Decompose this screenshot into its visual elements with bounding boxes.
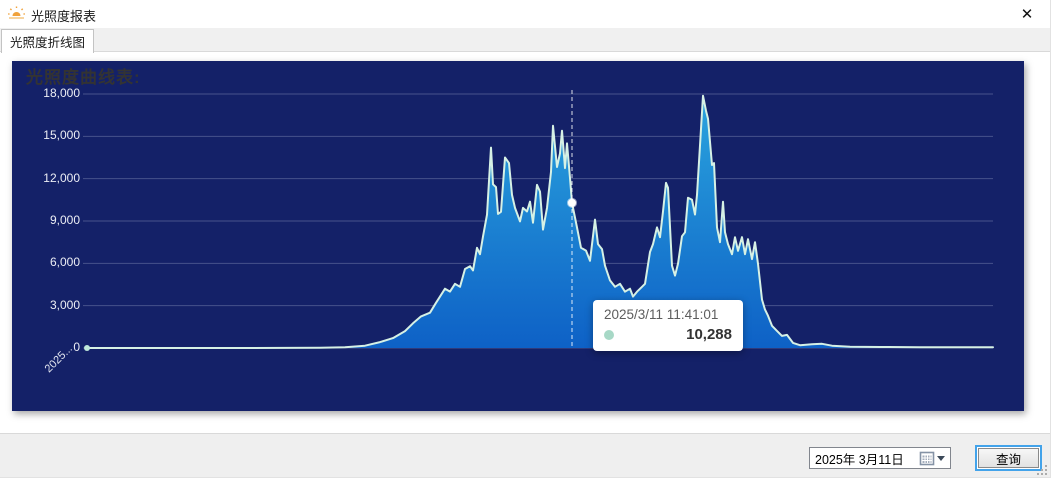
y-axis-tick: 18,000 <box>43 86 80 100</box>
chart-tooltip: 2025/3/11 11:41:01 10,288 <box>593 300 743 351</box>
content-area: 光照度曲线表: 0 3,000 6,000 9,000 12,000 15,000 18,0… <box>0 52 1050 433</box>
title-bar: 光照度报表 ✕ <box>0 0 1050 28</box>
window-title: 光照度报表 <box>31 9 97 24</box>
date-picker[interactable]: 2025年 3月11日 <box>809 447 951 469</box>
query-button[interactable]: 查询 <box>975 445 1042 471</box>
y-axis-tick: 15,000 <box>43 128 80 143</box>
footer-bar: 2025年 3月11日 查询 <box>0 433 1050 477</box>
tab-line-chart[interactable]: 光照度折线图 <box>1 29 95 53</box>
tab-strip: 光照度折线图 <box>0 28 1050 53</box>
chart-panel: 光照度曲线表: 0 3,000 6,000 9,000 12,000 15,000 18,0… <box>12 61 1024 411</box>
tooltip-series-dot <box>604 329 614 340</box>
illuminance-area-chart[interactable] <box>12 61 1024 411</box>
y-axis-tick: 3,000 <box>49 297 80 312</box>
sunrise-icon <box>8 6 25 19</box>
close-icon[interactable]: ✕ <box>1020 6 1034 23</box>
y-axis-tick: 0 <box>73 340 80 354</box>
y-axis-tick: 12,000 <box>43 170 80 185</box>
y-axis-tick: 6,000 <box>49 255 80 270</box>
date-picker-value: 2025年 3月11日 <box>815 452 904 467</box>
dropdown-arrow-icon[interactable] <box>937 455 945 461</box>
calendar-icon <box>919 451 935 465</box>
query-button-label: 查询 <box>978 448 1039 468</box>
resize-grip-icon[interactable] <box>1036 464 1048 476</box>
y-axis-tick: 9,000 <box>49 213 80 227</box>
chart-title: 光照度曲线表: <box>26 68 141 87</box>
tooltip-value: 10,288 <box>686 326 732 343</box>
tooltip-datetime: 2025/3/11 11:41:01 <box>604 307 719 322</box>
